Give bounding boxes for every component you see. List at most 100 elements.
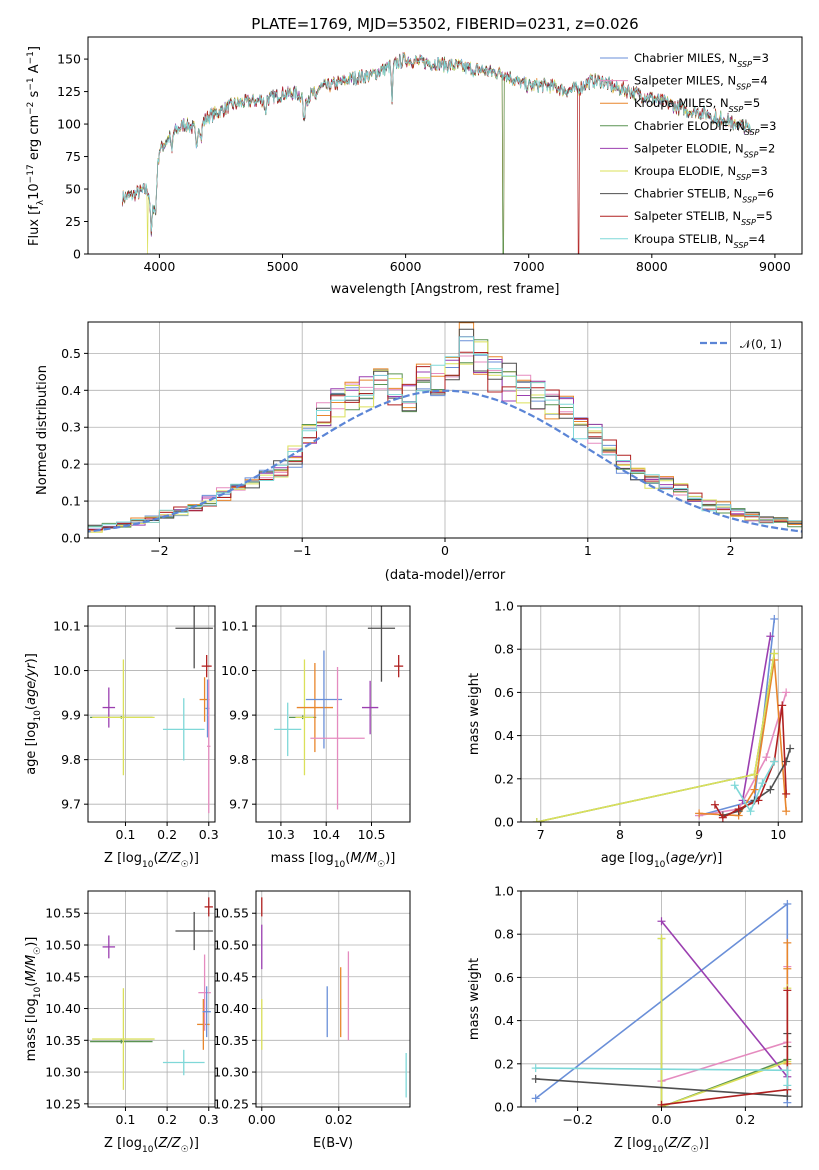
y-tick-label: 9.8 — [61, 752, 81, 767]
y-axis-label: mass weight — [467, 958, 482, 1040]
y-tick-label: 10.35 — [45, 1033, 81, 1048]
axes-frame — [520, 890, 803, 1108]
x-tick-label: 0.1 — [116, 827, 136, 842]
y-tick-label: 0.2 — [494, 771, 514, 786]
x-tick-label: 0 — [441, 543, 449, 558]
x-axis-label: mass [log10(M/M☉)] — [271, 851, 396, 870]
histogram-6 — [88, 328, 802, 529]
x-tick-label: 10.5 — [358, 827, 386, 842]
y-axis-label: Flux [fλ10−17 erg cm−2 s−1 A−1] — [26, 46, 46, 246]
y-tick-label: 10.40 — [45, 1001, 81, 1016]
x-tick-label: −1 — [293, 543, 311, 558]
x-axis-label: age [log10(age/yr)] — [601, 851, 723, 870]
y-tick-label: 10.0 — [221, 663, 249, 678]
spectrum-line-8 — [122, 52, 751, 232]
y-tick-label: 0.5 — [61, 346, 81, 361]
y-tick-label: 10.55 — [213, 906, 249, 921]
y-tick-label: 0.0 — [61, 531, 81, 546]
plot-area-age_vs_Z — [90, 606, 213, 814]
y-tick-label: 0.3 — [61, 420, 81, 435]
legend-label: Kroupa MILES, NSSP=5 — [634, 96, 760, 114]
x-axis-label: Z [log10(Z/Z☉)] — [104, 1136, 199, 1155]
axes-frame — [87, 36, 803, 255]
y-tick-label: 50 — [65, 182, 81, 197]
y-tick-label: 9.9 — [229, 708, 249, 723]
axes-frame — [255, 890, 411, 1108]
x-tick-label: −2 — [150, 543, 168, 558]
y-tick-label: 0.4 — [494, 1013, 514, 1028]
plot-area-mass_vs_ebv — [261, 897, 407, 1098]
axes-frame — [87, 321, 803, 539]
y-tick-label: 10.1 — [221, 619, 249, 634]
axes-frame — [87, 890, 216, 1108]
y-tick-label: 10.35 — [213, 1033, 249, 1048]
y-tick-label: 10.0 — [53, 663, 81, 678]
x-tick-label: 0.3 — [199, 827, 219, 842]
figure-title: PLATE=1769, MJD=53502, FIBERID=0231, z=0… — [251, 15, 638, 33]
y-tick-label: 0.6 — [494, 970, 514, 985]
x-axis-label: E(B-V) — [313, 1136, 353, 1151]
legend-label: Salpeter STELIB, NSSP=5 — [634, 209, 773, 227]
panel-mass_vs_ebv: 0.00 0.02 10.25 10.30 10.35 10.40 10.45 10.50 10… — [213, 890, 411, 1151]
legend-label: Salpeter MILES, NSSP=4 — [634, 74, 768, 92]
y-axis-label: mass weight — [467, 673, 482, 755]
panel-age_vs_mass: 10.3 10.4 10.5 9.7 9.8 9.9 10.0 10.1 mass [log10… — [221, 605, 411, 870]
legend-label: Salpeter ELODIE, NSSP=2 — [634, 141, 775, 159]
y-tick-label: 10.50 — [213, 938, 249, 953]
legend-label: 𝒩(0, 1) — [740, 337, 782, 351]
y-tick-label: 10.30 — [213, 1065, 249, 1080]
legend-label: Chabrier MILES, NSSP=3 — [634, 51, 769, 69]
y-tick-label: 10.25 — [213, 1096, 249, 1111]
x-tick-label: 10.4 — [312, 827, 340, 842]
axes-frame — [520, 605, 803, 823]
x-axis-label: Z [log10(Z/Z☉)] — [104, 851, 199, 870]
y-tick-label: 1.0 — [494, 884, 514, 899]
y-tick-label: 150 — [57, 52, 81, 67]
y-axis-label: mass [log10(M/M☉)] — [24, 937, 43, 1062]
histogram-3 — [88, 339, 802, 528]
normal-curve — [88, 389, 802, 533]
x-tick-label: 9000 — [759, 259, 791, 274]
x-tick-label: 0.2 — [157, 1112, 177, 1127]
y-tick-label: 10.50 — [45, 938, 81, 953]
x-axis-label: Z [log10(Z/Z☉)] — [614, 1136, 709, 1155]
y-tick-label: 10.45 — [213, 969, 249, 984]
x-tick-label: 4000 — [143, 259, 175, 274]
y-axis-label: Normed distribution — [35, 365, 50, 495]
y-tick-label: 1.0 — [494, 599, 514, 614]
plot-area-massweight_vs_age — [532, 614, 795, 822]
legend-label: Kroupa ELODIE, NSSP=3 — [634, 164, 768, 182]
y-tick-label: 10.30 — [45, 1065, 81, 1080]
y-tick-label: 0.1 — [61, 494, 81, 509]
x-tick-label: 1 — [584, 543, 592, 558]
x-tick-label: 10.3 — [267, 827, 295, 842]
histogram-0 — [88, 340, 802, 530]
plot-area-residuals — [88, 322, 802, 533]
x-tick-label: 8000 — [636, 259, 668, 274]
y-tick-label: 10.55 — [45, 906, 81, 921]
x-tick-label: 0.3 — [199, 1112, 219, 1127]
x-tick-label: 9 — [695, 827, 703, 842]
legend-label: Chabrier STELIB, NSSP=6 — [634, 187, 774, 205]
y-tick-label: 0 — [73, 247, 81, 262]
panel-age_vs_Z: 0.1 0.2 0.3 9.7 9.8 9.9 10.0 10.1 Z [log10(Z/Z☉)… — [24, 605, 219, 870]
x-tick-label: 6000 — [390, 259, 422, 274]
panel-residuals: −2 −1 0 1 2 0.0 0.1 0.2 0.3 0.4 0.5 𝒩(0, 1) (data-mo… — [35, 321, 803, 583]
y-tick-label: 100 — [57, 117, 81, 132]
x-axis-label: wavelength [Angstrom, rest frame] — [331, 282, 560, 297]
y-tick-label: 125 — [57, 84, 81, 99]
x-tick-label: 10 — [770, 827, 786, 842]
panel-massweight_vs_Z: −0.2 0.0 0.2 0.0 0.2 0.4 0.6 0.8 1.0 Z [log10(Z/Z… — [467, 884, 803, 1155]
weight-line-4 — [741, 636, 772, 801]
y-tick-label: 0.0 — [494, 1100, 514, 1115]
plot-area-mass_vs_Z — [90, 897, 213, 1090]
y-tick-label: 0.8 — [494, 642, 514, 657]
x-tick-label: 5000 — [267, 259, 299, 274]
axes-frame — [255, 605, 411, 823]
x-axis-label: (data-model)/error — [385, 568, 506, 583]
plot-area-age_vs_mass — [274, 606, 404, 810]
weight-line-5 — [660, 938, 789, 1107]
x-tick-label: 0.2 — [735, 1112, 755, 1127]
legend-label: Kroupa STELIB, NSSP=4 — [634, 232, 765, 250]
